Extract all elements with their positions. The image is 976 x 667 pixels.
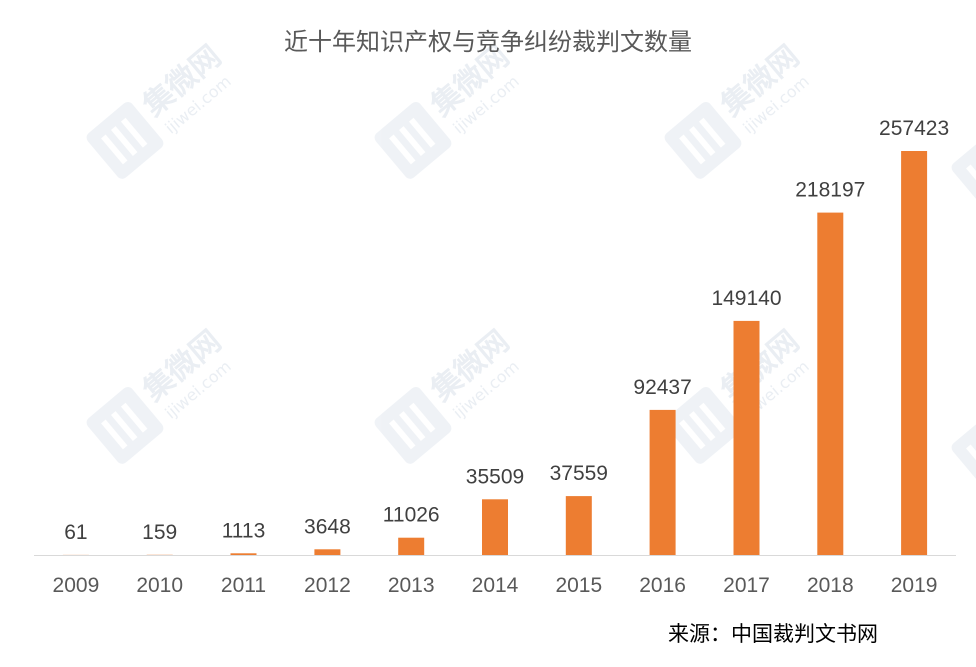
data-label-2013: 11026: [383, 504, 440, 527]
bar-2012: [314, 549, 341, 555]
bar-2014: [482, 499, 508, 555]
data-label-2017: 149140: [711, 287, 781, 310]
bar-2011: [230, 553, 257, 555]
x-tick-label-2019: 2019: [891, 574, 938, 597]
bar-2016: [649, 409, 676, 555]
x-tick-label-2015: 2015: [555, 574, 602, 597]
data-label-2018: 218197: [795, 179, 865, 202]
x-tick-label-2010: 2010: [136, 574, 183, 597]
x-tick-label-2013: 2013: [388, 574, 435, 597]
data-label-2009: 61: [64, 521, 87, 544]
x-tick-label-2017: 2017: [723, 574, 770, 597]
bar-2017: [733, 320, 760, 555]
x-tick-label-2012: 2012: [304, 574, 351, 597]
x-tick-label-2018: 2018: [807, 574, 854, 597]
data-label-2016: 92437: [633, 376, 691, 399]
x-tick-label-2016: 2016: [639, 574, 686, 597]
bar-2013: [398, 537, 425, 555]
data-label-2010: 159: [142, 521, 177, 544]
data-label-2011: 1113: [222, 519, 266, 542]
data-label-2015: 37559: [550, 462, 608, 485]
x-tick-label-2014: 2014: [472, 574, 519, 597]
data-label-2014: 35509: [466, 465, 524, 488]
data-label-2012: 3648: [304, 515, 351, 538]
source-note: 来源：中国裁判文书网: [668, 622, 878, 646]
data-label-2019: 257423: [879, 117, 949, 140]
bar-2019: [901, 151, 928, 555]
x-tick-label-2009: 2009: [53, 574, 100, 597]
bar-2015: [565, 496, 592, 555]
bar-2018: [817, 212, 844, 555]
x-tick-label-2011: 2011: [221, 574, 266, 597]
chart-title: 近十年知识产权与竞争纠纷裁判文数量: [284, 28, 692, 56]
